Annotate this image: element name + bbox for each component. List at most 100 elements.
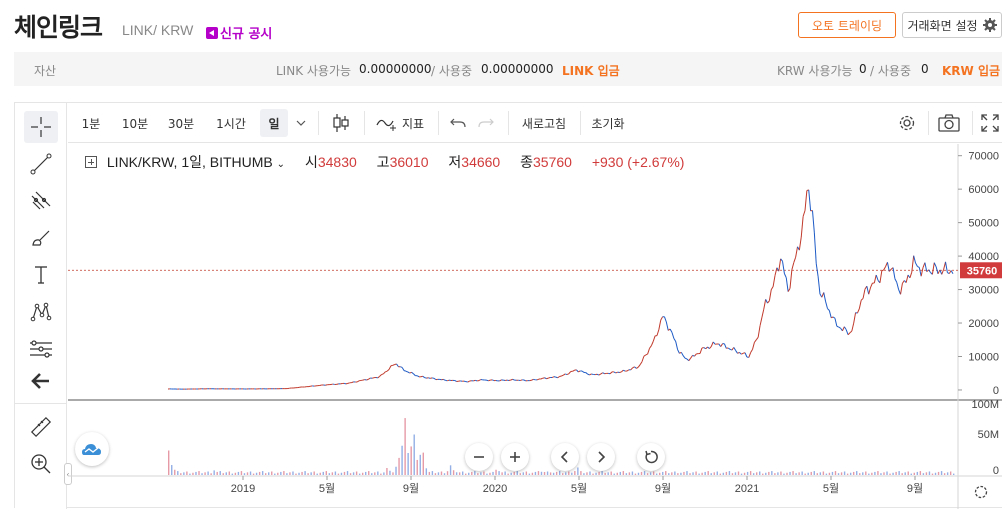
price-candle — [736, 351, 738, 354]
price-candle — [760, 317, 762, 325]
price-candle — [558, 376, 560, 377]
undo-button[interactable] — [446, 103, 470, 143]
price-candle — [638, 365, 640, 367]
chart-type-button[interactable] — [326, 103, 356, 143]
redo-button[interactable] — [474, 103, 498, 143]
pattern-tool[interactable] — [24, 296, 58, 328]
fib-tool[interactable] — [24, 185, 58, 217]
volume-bar — [692, 472, 693, 475]
fullscreen-button[interactable] — [978, 103, 1002, 143]
back-tool[interactable] — [24, 365, 58, 397]
volume-bar — [174, 470, 175, 475]
price-candle — [653, 336, 655, 342]
price-candle — [320, 385, 322, 386]
brush-tool[interactable] — [24, 222, 58, 254]
price-candle — [901, 283, 903, 294]
volume-bar — [626, 473, 627, 475]
volume-bar — [935, 473, 936, 475]
zoom-in-tool[interactable] — [24, 448, 58, 480]
price-candle — [916, 263, 918, 266]
volume-bar — [798, 472, 799, 475]
scroll-left-button[interactable] — [551, 443, 579, 471]
screen-settings-button[interactable]: 거래화면 설정 — [902, 12, 1002, 38]
price-candle — [488, 380, 490, 381]
volume-bar — [662, 472, 663, 475]
screenshot-button[interactable] — [934, 103, 964, 143]
crosshair-tool[interactable] — [24, 111, 58, 143]
chart-logo-button[interactable] — [75, 432, 109, 466]
interval-30m[interactable]: 30분 — [162, 103, 200, 143]
zoom-out-button[interactable] — [465, 443, 493, 471]
price-candle — [758, 326, 760, 337]
volume-bar — [462, 472, 463, 476]
trend-line-tool[interactable] — [24, 148, 58, 180]
interval-1m[interactable]: 1분 — [74, 103, 108, 143]
indicators-button[interactable]: 지표 — [372, 103, 428, 143]
volume-bar — [277, 473, 278, 475]
price-candle — [837, 326, 839, 327]
new-notice-link[interactable]: 신규 공시 — [206, 23, 272, 42]
price-candle — [706, 347, 708, 349]
volume-bar — [595, 473, 596, 475]
text-tool[interactable] — [24, 259, 58, 291]
price-candle — [573, 370, 575, 371]
volume-bar — [359, 474, 360, 475]
measure-tool[interactable] — [24, 333, 58, 365]
refresh-button[interactable]: 새로고침 — [516, 103, 572, 143]
price-candle — [385, 371, 387, 372]
volume-bar — [714, 472, 715, 475]
krw-deposit-link[interactable]: KRW 입금 — [942, 62, 1000, 79]
chevron-down-icon[interactable]: ⌄ — [277, 159, 285, 170]
interval-1d[interactable]: 일 — [260, 109, 288, 137]
link-deposit-link[interactable]: LINK 입금 — [562, 62, 620, 79]
volume-bar — [377, 472, 378, 476]
price-candle — [664, 317, 666, 322]
legend-expand-icon[interactable] — [85, 156, 97, 168]
scroll-right-button[interactable] — [587, 443, 615, 471]
price-chart[interactable]: 010000200003000040000500006000070000100M… — [68, 144, 1002, 509]
chart-settings-button[interactable] — [894, 103, 920, 143]
gear-icon — [897, 113, 917, 133]
plus-icon — [509, 451, 521, 463]
volume-bar — [932, 474, 933, 475]
volume-bar — [262, 471, 263, 475]
price-candle — [565, 374, 567, 375]
interval-1h[interactable]: 1시간 — [208, 103, 254, 143]
reset-icon — [644, 450, 658, 464]
price-candle — [576, 370, 578, 372]
volume-bar — [629, 472, 630, 475]
volume-bar — [804, 474, 805, 475]
price-candle — [803, 211, 805, 217]
price-candle — [874, 275, 876, 283]
price-candle — [649, 346, 651, 349]
reset-view-button[interactable] — [637, 443, 665, 471]
auto-trading-button[interactable]: 오토 트레이딩 — [798, 12, 896, 38]
price-candle — [854, 313, 856, 324]
price-candle — [509, 380, 511, 381]
zoom-in-button[interactable] — [501, 443, 529, 471]
volume-bar — [550, 472, 551, 475]
trading-pair[interactable]: LINK/ KRW — [122, 22, 193, 38]
volume-bar — [341, 473, 342, 475]
time-axis-settings-icon[interactable] — [976, 487, 987, 498]
volume-bar — [459, 472, 460, 475]
volume-bar — [392, 472, 393, 475]
volume-bar — [620, 472, 621, 475]
camera-icon — [938, 114, 960, 132]
price-candle — [603, 373, 605, 374]
volume-bar — [680, 473, 681, 475]
volume-bar — [268, 472, 269, 475]
legend-symbol[interactable]: LINK/KRW, 1일, BITHUMB — [107, 154, 273, 170]
interval-dropdown[interactable] — [292, 103, 310, 143]
interval-10m[interactable]: 10분 — [116, 103, 154, 143]
reset-button[interactable]: 초기화 — [586, 103, 630, 143]
volume-bar — [450, 465, 451, 475]
price-candle — [644, 355, 646, 356]
price-candle — [676, 341, 678, 349]
chevron-right-icon — [596, 451, 606, 463]
price-candle — [691, 355, 693, 358]
price-candle — [768, 301, 770, 303]
volume-bar — [704, 472, 705, 475]
volume-bar — [168, 451, 169, 476]
ruler-tool[interactable] — [24, 411, 58, 443]
